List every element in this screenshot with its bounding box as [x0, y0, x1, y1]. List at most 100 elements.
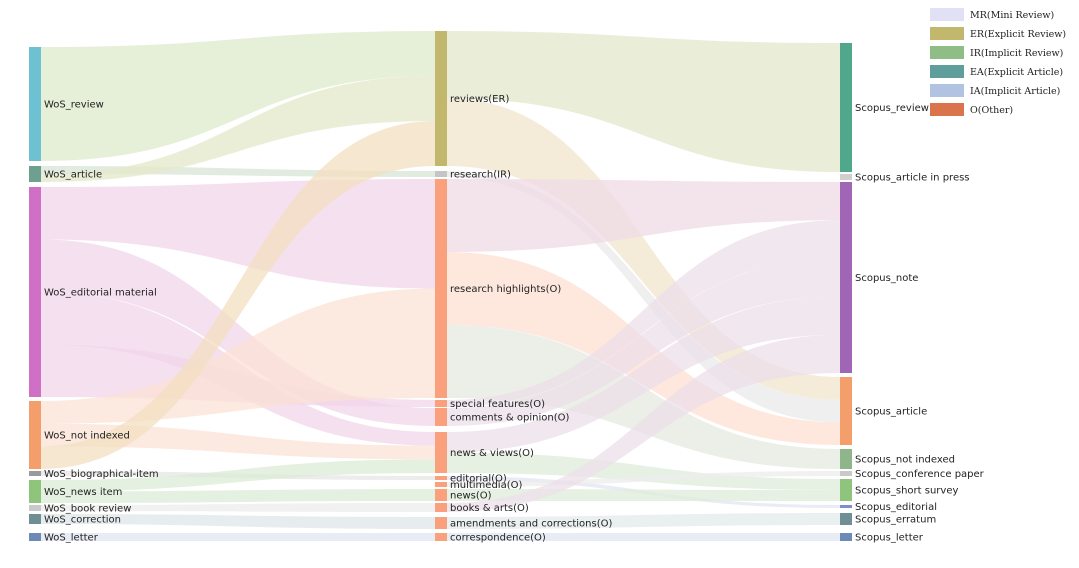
- node-label-wos-not-indexed: WoS_not indexed: [44, 431, 130, 442]
- node-label-wos-book-review: WoS_book review: [44, 504, 131, 515]
- flow-m-reviews-to-r-article: [447, 98, 840, 400]
- node-label-news-o: news(O): [450, 491, 492, 502]
- node-label-wos-article: WoS_article: [44, 170, 102, 181]
- legend-label-mr-mini-review: MR(Mini Review): [970, 10, 1054, 21]
- node-research-ir: [435, 171, 447, 177]
- legend-swatch-mr-mini-review: [930, 8, 964, 21]
- legend-label-ia-implicit-article: IA(Implicit Article): [970, 86, 1060, 97]
- node-label-scopus-review: Scopus_review: [855, 103, 929, 114]
- node-multimedia-o: [435, 482, 447, 487]
- flow-l-notidx-to-m-highlights: [41, 288, 435, 424]
- flow-l-review-to-m-reviews: [41, 31, 435, 161]
- node-correspondence-o: [435, 533, 447, 541]
- node-label-wos-letter: WoS_letter: [44, 533, 99, 544]
- node-label-wos-biographical-item: WoS_biographical-item: [44, 469, 159, 480]
- node-label-reviews-er: reviews(ER): [450, 94, 509, 105]
- node-label-scopus-editorial: Scopus_editorial: [855, 502, 937, 513]
- flow-m-highlights-to-r-notidx: [447, 325, 840, 469]
- flow-m-special-to-r-note: [447, 220, 840, 407]
- node-label-wos-review: WoS_review: [44, 100, 104, 111]
- node-label-scopus-short-survey: Scopus_short survey: [855, 486, 958, 497]
- node-research-highlights-o: [435, 179, 447, 398]
- flow-l-notidx-to-m-reviews: [41, 121, 435, 469]
- flow-m-amend-to-r-erratum: [447, 513, 840, 529]
- node-scopus-not-indexed: [840, 449, 852, 469]
- flow-m-highlights-to-r-note: [447, 179, 840, 252]
- legend-swatch-ea-explicit-article: [930, 65, 964, 78]
- flow-links: [41, 31, 840, 541]
- node-special-features-o: [435, 400, 447, 407]
- node-label-scopus-letter: Scopus_letter: [855, 533, 924, 544]
- node-wos-correction: [29, 514, 41, 524]
- node-label-scopus-note: Scopus_note: [855, 273, 918, 284]
- node-scopus-short-survey: [840, 479, 852, 501]
- node-label-scopus-article-in-press: Scopus_article in press: [855, 173, 970, 184]
- node-wos-biographical-item: [29, 471, 41, 476]
- flow-l-article-to-m-reviews: [41, 76, 435, 182]
- node-label-wos-editorial-material: WoS_editorial material: [44, 288, 157, 299]
- flow-m-research-to-r-article: [447, 171, 840, 423]
- flow-l-book-to-m-books: [41, 503, 435, 512]
- node-label-research-ir: research(IR): [450, 170, 511, 181]
- node-scopus-note: [840, 182, 852, 373]
- node-label-scopus-article: Scopus_article: [855, 407, 927, 418]
- flow-l-corr-to-m-amend: [41, 514, 435, 529]
- node-label-correspondence-o: correspondence(O): [450, 533, 546, 544]
- node-label-special-features-o: special features(O): [450, 399, 545, 410]
- node-scopus-article: [840, 377, 852, 445]
- node-labels: WoS_review WoS_article WoS_editorial mater…: [44, 94, 985, 544]
- node-label-amendments-and-corrections-o: amendments and corrections(O): [450, 519, 612, 530]
- legend-label-o-other: O(Other): [970, 105, 1013, 116]
- node-wos-letter: [29, 533, 41, 541]
- node-label-editorial-o: editorial(O): [450, 474, 507, 485]
- legend-label-ir-implicit-review: IR(Implicit Review): [970, 48, 1063, 59]
- flow-l-edit-to-m-highlights: [41, 179, 435, 289]
- flow-m-newsviews-to-r-note: [447, 296, 840, 453]
- node-wos-article: [29, 166, 41, 182]
- node-label-research-highlights-o: research highlights(O): [450, 284, 561, 295]
- node-label-wos-news-item: WoS_news item: [44, 487, 122, 498]
- flow-m-books-to-r-note: [447, 334, 840, 512]
- legend-swatch-o-other: [930, 103, 964, 116]
- node-scopus-article-in-press: [840, 174, 852, 180]
- node-label-scopus-erratum: Scopus_erratum: [855, 515, 936, 526]
- node-wos-review: [29, 47, 41, 161]
- node-label-multimedia-o: multimedia(O): [450, 480, 522, 491]
- node-label-comments-opinion-o: comments & opinion(O): [450, 413, 569, 424]
- flow-m-corresp-to-r-letter: [447, 533, 840, 541]
- node-scopus-review: [840, 43, 852, 172]
- flow-l-news-to-m-news: [41, 489, 435, 503]
- flow-l-edit-to-m-comments: [41, 239, 435, 426]
- flow-m-multimedia-to-r-conf: [447, 471, 840, 487]
- flow-m-comments-to-r-note: [447, 258, 840, 426]
- flow-m-reviews-to-r-review: [447, 31, 840, 172]
- legend: MR(Mini Review) ER(Explicit Review) IR(Imp…: [930, 8, 1066, 116]
- node-label-scopus-not-indexed: Scopus_not indexed: [855, 455, 955, 466]
- legend-swatch-er-explicit-review: [930, 27, 964, 40]
- node-label-books-arts-o: books & arts(O): [450, 503, 529, 514]
- node-comments-opinion-o: [435, 408, 447, 426]
- node-wos-not-indexed: [29, 401, 41, 469]
- legend-swatch-ia-implicit-article: [930, 84, 964, 97]
- node-scopus-erratum: [840, 513, 852, 525]
- node-news-views-o: [435, 432, 447, 473]
- flow-m-newsviews-to-r-survey: [447, 452, 840, 490]
- node-wos-book-review: [29, 505, 41, 511]
- node-scopus-editorial: [840, 505, 852, 508]
- node-reviews-er: [435, 31, 447, 166]
- flow-l-news-to-m-newsviews: [41, 459, 435, 492]
- node-editorial-o: [435, 476, 447, 480]
- node-amendments-and-corrections-o: [435, 517, 447, 529]
- node-books-arts-o: [435, 503, 447, 512]
- node-news-o: [435, 489, 447, 501]
- node-label-news-views-o: news & views(O): [450, 448, 534, 459]
- legend-label-er-explicit-review: ER(Explicit Review): [970, 29, 1066, 40]
- node-label-wos-correction: WoS_correction: [44, 515, 121, 526]
- node-scopus-conference-paper: [840, 471, 852, 476]
- node-scopus-letter: [840, 533, 852, 541]
- node-label-scopus-conference-paper: Scopus_conference paper: [855, 469, 985, 480]
- node-wos-editorial-material: [29, 187, 41, 397]
- flow-nodes: [29, 31, 852, 541]
- node-wos-news-item: [29, 480, 41, 503]
